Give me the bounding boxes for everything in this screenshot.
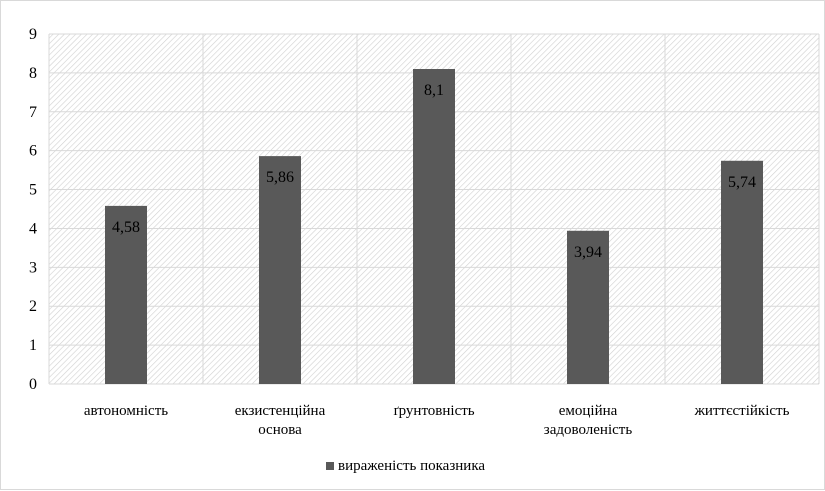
x-category-label: основа xyxy=(258,422,302,438)
x-category-label: задоволеність xyxy=(544,422,633,438)
bar xyxy=(105,205,147,384)
x-category-label: ґрунтовність xyxy=(393,403,474,419)
y-tick-label: 5 xyxy=(29,182,37,199)
data-label: 5,86 xyxy=(266,169,294,186)
y-tick-label: 6 xyxy=(29,143,37,160)
x-category-label: емоційна xyxy=(559,403,618,419)
data-label: 5,74 xyxy=(728,174,756,191)
data-label: 8,1 xyxy=(424,82,444,99)
bar xyxy=(567,230,609,384)
y-tick-label: 8 xyxy=(29,65,37,82)
bar xyxy=(721,160,763,384)
x-category-label: автономність xyxy=(84,403,168,419)
y-tick-label: 2 xyxy=(29,298,37,315)
y-tick-label: 4 xyxy=(29,220,37,237)
y-tick-label: 7 xyxy=(29,104,37,121)
legend-swatch xyxy=(326,462,334,470)
data-label: 3,94 xyxy=(574,244,602,261)
x-category-label: екзистенційна xyxy=(235,403,326,419)
y-tick-label: 1 xyxy=(29,337,37,354)
bar xyxy=(259,156,301,384)
x-category-label: життєстійкість xyxy=(694,403,790,419)
y-tick-label: 0 xyxy=(29,376,37,393)
y-tick-label: 3 xyxy=(29,259,37,276)
bar xyxy=(413,69,455,384)
y-tick-label: 9 xyxy=(29,26,37,43)
legend-label: вираженість показника xyxy=(338,458,485,474)
data-label: 4,58 xyxy=(112,219,140,236)
